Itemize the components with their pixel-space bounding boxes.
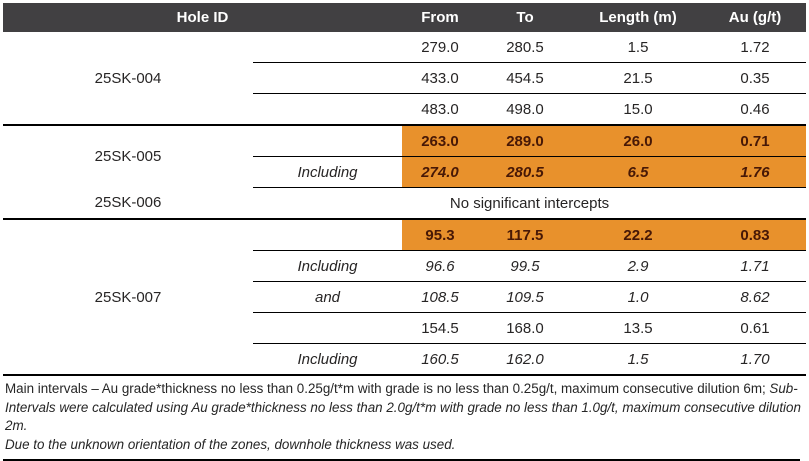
- cell-from: 279.0: [402, 32, 478, 63]
- hole-id-25sk-006: 25SK-006: [3, 187, 253, 219]
- cell-length: 1.5: [572, 343, 704, 375]
- cell-au: 0.35: [704, 62, 806, 94]
- cell-qualifier: [253, 124, 402, 157]
- cell-length-highlighted: 26.0: [572, 124, 704, 157]
- cell-from-highlighted: 263.0: [402, 124, 478, 157]
- cell-length: 13.5: [572, 312, 704, 344]
- cell-au: 1.72: [704, 32, 806, 63]
- table-row: 25SK-007 95.3 117.5 22.2 0.83: [3, 218, 806, 375]
- cell-au: 8.62: [704, 281, 806, 313]
- cell-au-highlighted: 0.71: [704, 124, 806, 157]
- cell-length-highlighted: 6.5: [572, 156, 704, 188]
- cell-from: 108.5: [402, 281, 478, 313]
- cell-qualifier: [253, 62, 402, 94]
- header-to: To: [478, 3, 572, 32]
- cell-au-highlighted: 0.83: [704, 218, 806, 251]
- cell-length: 2.9: [572, 250, 704, 282]
- cell-to-highlighted: 289.0: [478, 124, 572, 157]
- cell-au: 1.70: [704, 343, 806, 375]
- cell-qualifier-including: Including: [253, 156, 402, 188]
- header-from: From: [402, 3, 478, 32]
- header-au: Au (g/t): [704, 3, 806, 32]
- cell-length: 21.5: [572, 62, 704, 94]
- cell-qualifier: [253, 218, 402, 251]
- table-row: Including 160.5 162.0 1.5 1.70: [3, 343, 806, 375]
- cell-qualifier: [253, 93, 402, 125]
- cell-to: 280.5: [478, 32, 572, 63]
- cell-to: 454.5: [478, 62, 572, 94]
- footnotes: Main intervals – Au grade*thickness no l…: [3, 376, 806, 459]
- cell-from-highlighted: 95.3: [402, 218, 478, 251]
- cell-au-highlighted: 1.76: [704, 156, 806, 188]
- cell-from: 96.6: [402, 250, 478, 282]
- cell-qualifier: [253, 312, 402, 344]
- table-row: 154.5 168.0 13.5 0.61: [3, 312, 806, 344]
- cell-qualifier-including: Including: [253, 250, 402, 282]
- header-hole-id: Hole ID: [3, 3, 402, 32]
- cell-from: 154.5: [402, 312, 478, 344]
- cell-from-highlighted: 274.0: [402, 156, 478, 188]
- table-row: 433.0 454.5 21.5 0.35: [3, 62, 806, 94]
- footnote-main-intervals-text: Main intervals – Au grade*thickness no l…: [5, 381, 770, 396]
- cell-au: 0.61: [704, 312, 806, 344]
- cell-from: 483.0: [402, 93, 478, 125]
- cell-to: 168.0: [478, 312, 572, 344]
- cell-no-significant-intercepts: No significant intercepts: [253, 187, 806, 219]
- cell-qualifier-including: Including: [253, 343, 402, 375]
- cell-to-highlighted: 117.5: [478, 218, 572, 251]
- cell-to-highlighted: 280.5: [478, 156, 572, 188]
- hole-id-25sk-005: 25SK-005: [3, 124, 253, 188]
- cell-au: 0.46: [704, 93, 806, 125]
- footnote-intervals: Main intervals – Au grade*thickness no l…: [5, 380, 804, 436]
- table-row: 25SK-006 No significant intercepts: [3, 187, 806, 219]
- cell-length: 1.5: [572, 32, 704, 63]
- hole-id-25sk-004: 25SK-004: [3, 32, 253, 125]
- table-row: 483.0 498.0 15.0 0.46: [3, 93, 806, 125]
- header-row: Hole ID From To Length (m) Au (g/t): [3, 3, 806, 32]
- cell-to: 498.0: [478, 93, 572, 125]
- cell-qualifier: [253, 32, 402, 63]
- cell-from: 160.5: [402, 343, 478, 375]
- table-row: and 108.5 109.5 1.0 8.62: [3, 281, 806, 313]
- footnote-orientation-text: Due to the unknown orientation of the zo…: [5, 436, 456, 452]
- hole-id-25sk-007: 25SK-007: [3, 218, 253, 375]
- cell-from: 433.0: [402, 62, 478, 94]
- drill-results-table: Hole ID From To Length (m) Au (g/t) 25SK…: [3, 3, 806, 376]
- cell-au: 1.71: [704, 250, 806, 282]
- cell-length: 15.0: [572, 93, 704, 125]
- cell-length-highlighted: 22.2: [572, 218, 704, 251]
- cell-to: 99.5: [478, 250, 572, 282]
- table-row: Including 96.6 99.5 2.9 1.71: [3, 250, 806, 282]
- cell-to: 109.5: [478, 281, 572, 313]
- cell-qualifier-and: and: [253, 281, 402, 313]
- cell-length: 1.0: [572, 281, 704, 313]
- header-length: Length (m): [572, 3, 704, 32]
- table-row: Including 274.0 280.5 6.5 1.76: [3, 156, 806, 188]
- table-row: 25SK-004 279.0 280.5 1.5 1.72: [3, 32, 806, 125]
- cell-to: 162.0: [478, 343, 572, 375]
- footnote-sub-intervals-text: Sub-Intervals were calculated using Au g…: [5, 381, 801, 433]
- table-row: 25SK-005 263.0 289.0 26.0 0.71: [3, 124, 806, 188]
